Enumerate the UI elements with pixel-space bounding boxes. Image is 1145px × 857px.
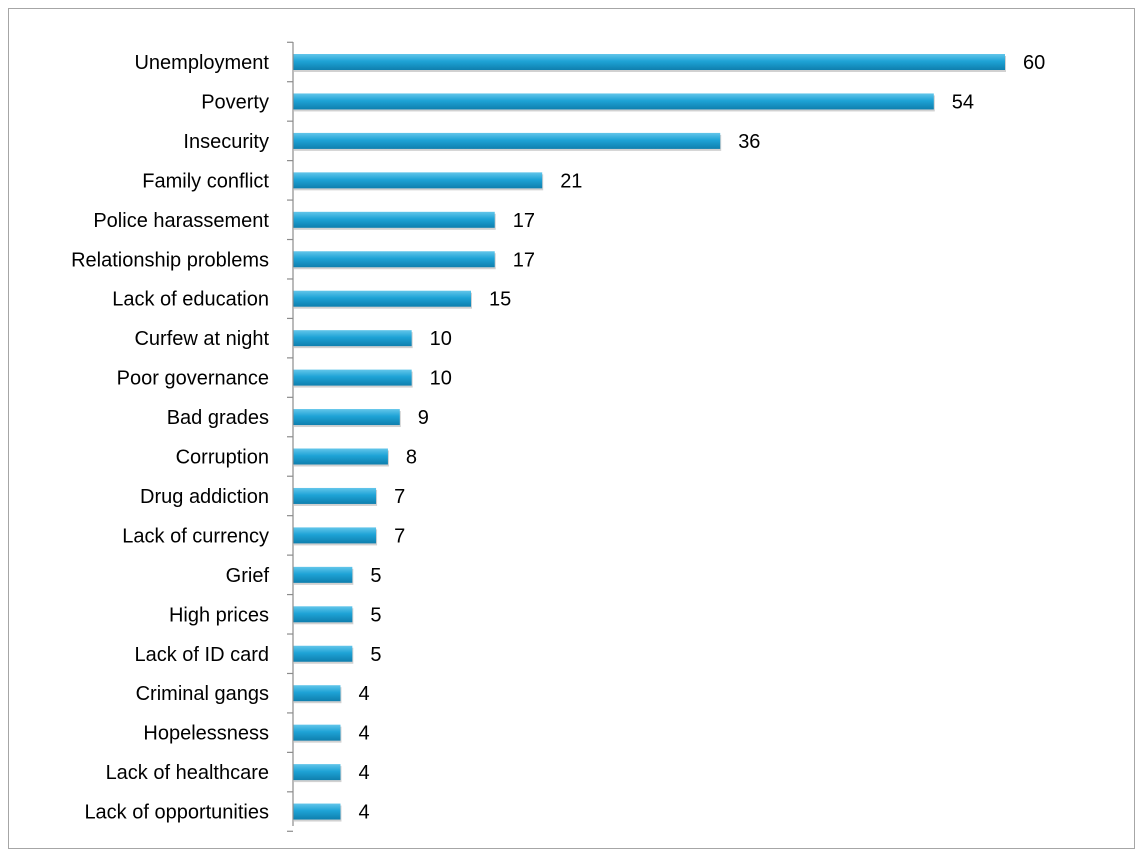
data-label: 9 <box>418 407 429 429</box>
data-label: 5 <box>370 565 381 587</box>
category-label: Poor governance <box>117 368 269 390</box>
data-label: 17 <box>513 249 535 271</box>
data-label: 17 <box>513 210 535 232</box>
category-label: Lack of education <box>112 289 269 311</box>
category-label: Family conflict <box>142 170 269 192</box>
bar-drug-addiction <box>293 487 377 504</box>
bar-lack-of-education <box>293 290 471 307</box>
data-label: 15 <box>489 289 511 311</box>
category-label: Corruption <box>176 447 269 469</box>
category-label: Relationship problems <box>71 249 269 271</box>
category-axis <box>287 41 294 832</box>
bar-insecurity <box>293 132 721 149</box>
bar-police-harassement <box>293 211 495 228</box>
category-label: Insecurity <box>183 131 269 153</box>
bars-layer <box>293 54 1006 822</box>
data-label: 7 <box>394 486 405 508</box>
bar-unemployment <box>293 54 1005 70</box>
bar-relationship-problems <box>293 251 495 268</box>
data-label: 54 <box>952 91 974 113</box>
category-label: High prices <box>169 604 269 626</box>
data-label: 10 <box>430 328 452 350</box>
data-label: 5 <box>370 604 381 626</box>
category-label: Lack of healthcare <box>106 762 269 784</box>
data-label: 4 <box>358 723 369 745</box>
data-label: 8 <box>406 447 417 469</box>
category-label: Lack of currency <box>122 525 269 547</box>
category-label: Bad grades <box>167 407 269 429</box>
data-label: 60 <box>1023 52 1045 74</box>
category-labels: Unemployment Poverty Insecurity Family conf… <box>71 52 269 824</box>
bar-corruption <box>293 448 388 465</box>
category-label: Police harassement <box>93 210 269 232</box>
category-label: Criminal gangs <box>136 683 269 705</box>
bar-poverty <box>293 93 934 110</box>
bar-bad-grades <box>293 409 400 426</box>
category-label: Drug addiction <box>140 486 269 508</box>
bar-criminal-gangs <box>293 685 341 702</box>
category-label: Poverty <box>201 91 269 113</box>
data-label: 21 <box>560 170 582 192</box>
data-label: 5 <box>370 644 381 666</box>
bar-family-conflict <box>293 172 543 189</box>
bar-lack-of-currency <box>293 527 377 544</box>
data-label: 4 <box>358 683 369 705</box>
bar-grief <box>293 566 353 583</box>
bar-poor-governance <box>293 369 412 386</box>
data-label: 4 <box>358 802 369 824</box>
data-label: 36 <box>738 131 760 153</box>
category-label: Curfew at night <box>134 328 269 350</box>
bar-lack-of-id-card <box>293 645 353 662</box>
category-label: Unemployment <box>134 52 269 74</box>
bar-lack-of-opportunities <box>293 803 341 820</box>
category-label: Hopelessness <box>143 723 269 745</box>
bar-hopelessness <box>293 724 341 741</box>
data-label: 10 <box>430 368 452 390</box>
bar-high-prices <box>293 606 353 623</box>
bar-lack-of-healthcare <box>293 764 341 781</box>
bar-curfew-at-night <box>293 330 412 347</box>
category-label: Grief <box>226 565 270 587</box>
category-label: Lack of opportunities <box>84 802 269 824</box>
data-label: 7 <box>394 525 405 547</box>
data-label: 4 <box>358 762 369 784</box>
category-label: Lack of ID card <box>134 644 269 666</box>
